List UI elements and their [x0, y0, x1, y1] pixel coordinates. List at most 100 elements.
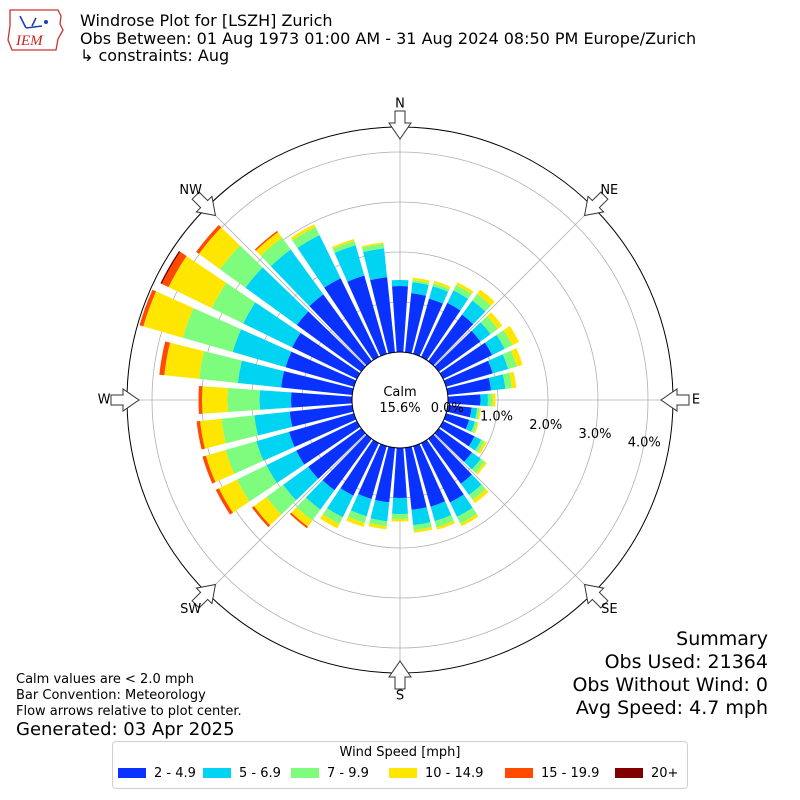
bar-segment-320-bin4	[255, 232, 283, 256]
legend-swatch	[118, 768, 146, 778]
legend-item: 7 - 9.9	[291, 766, 369, 782]
bar-segment-300-bin2	[243, 302, 301, 348]
bar-segment-120-bin2	[468, 436, 482, 451]
bar-segment-180-bin1	[393, 447, 407, 498]
direction-label-nw: NW	[179, 183, 202, 198]
radial-tick-label: 4.0%	[628, 436, 661, 451]
direction-label-ne: NE	[600, 183, 618, 198]
bar-segment-90-bin3	[487, 393, 493, 407]
bar-segment-280-bin3	[199, 351, 242, 383]
bar-segment-180-bin2	[392, 497, 408, 514]
summary-title: Summary	[676, 628, 768, 650]
bar-segment-240-bin3	[236, 465, 277, 502]
bar-segment-200-bin3	[347, 510, 367, 524]
bar-segment-290-bin1	[285, 351, 357, 387]
bar-segment-40-bin1	[428, 314, 474, 366]
bar-segment-300-bin5	[161, 251, 187, 288]
bar-segment-300-bin1	[292, 332, 361, 379]
direction-label-se: SE	[601, 602, 617, 617]
bar-segment-190-bin2	[370, 499, 390, 522]
legend-label: 10 - 14.9	[425, 766, 484, 781]
bar-segment-50-bin4	[487, 312, 503, 329]
bar-segment-150-bin4	[460, 513, 479, 527]
bar-segment-340-bin3	[332, 240, 356, 253]
bar-segment-220-bin4	[291, 507, 313, 527]
bar-segment-30-bin2	[447, 290, 469, 311]
bar-segment-100-bin1	[446, 405, 472, 418]
bar-segment-10-bin2	[411, 282, 429, 296]
bar-segment-300-bin4	[168, 256, 227, 309]
bar-segment-290-bin2	[232, 329, 292, 368]
flow-arrows-note: Flow arrows relative to plot center.	[16, 704, 242, 719]
bar-segment-240-bin2	[266, 450, 305, 484]
bar-segment-320-bin3	[260, 237, 291, 267]
chart-title: Windrose Plot for [LSZH] Zurich	[80, 11, 333, 30]
bar-segment-60-bin3	[496, 330, 513, 349]
radial-tick-label: 1.0%	[480, 410, 513, 425]
bar-segment-120-bin4	[477, 441, 487, 454]
bar-segment-320-bin1	[309, 294, 372, 366]
flow-arrow-se-icon	[583, 583, 609, 609]
legend-swatch	[505, 768, 533, 778]
bar-segment-210-bin3	[322, 508, 343, 525]
bar-segment-350-bin3	[362, 243, 385, 253]
bar-segment-220-bin5	[289, 512, 309, 529]
bar-segment-10-bin3	[412, 280, 430, 286]
bar-segment-280-bin4	[164, 342, 205, 379]
bar-segment-230-bin1	[308, 428, 366, 479]
direction-label-s: S	[396, 689, 404, 704]
bar-segment-350-bin1	[370, 277, 395, 354]
bar-segment-260-bin5	[196, 421, 205, 450]
bar-segment-250-bin2	[256, 431, 295, 461]
bar-segment-280-bin5	[159, 341, 171, 376]
bar-segment-250-bin4	[205, 450, 235, 483]
bar-segment-200-bin2	[350, 494, 372, 517]
legend-label: 5 - 6.9	[239, 766, 281, 781]
bar-segment-80-bin2	[488, 374, 506, 391]
flow-arrow-w-icon	[110, 388, 140, 412]
bar-segment-220-bin2	[305, 480, 335, 510]
bar-segment-90-bin1	[447, 394, 481, 406]
direction-label-sw: SW	[180, 602, 201, 617]
bar-segment-320-bin2	[270, 249, 324, 307]
bar-segment-70-bin4	[510, 348, 523, 367]
bar-segment-230-bin4	[253, 496, 282, 526]
chart-period: Obs Between: 01 Aug 1973 01:00 AM - 31 A…	[80, 29, 697, 48]
flow-arrow-ne-icon	[583, 191, 609, 217]
bar-segment-60-bin1	[439, 342, 493, 379]
bar-segment-300-bin6	[160, 250, 181, 284]
bar-segment-130-bin2	[464, 452, 481, 470]
legend-item: 20+	[615, 766, 678, 782]
bar-segment-80-bin4	[509, 371, 517, 389]
bar-segment-170-bin2	[411, 507, 431, 526]
iem-logo: IEM	[7, 9, 64, 51]
calm-circle	[351, 351, 449, 449]
bar-segment-170-bin1	[405, 446, 427, 510]
legend-label: 15 - 19.9	[541, 766, 600, 781]
bar-segment-270-bin4	[202, 386, 228, 414]
bar-segment-120-bin1	[439, 421, 475, 447]
direction-label-n: N	[395, 97, 405, 112]
bar-segment-140-bin4	[472, 488, 489, 504]
bar-segment-270-bin1	[291, 392, 353, 408]
bar-segment-250-bin3	[225, 441, 264, 474]
bar-segment-240-bin4	[218, 479, 250, 513]
radial-tick-label: 3.0%	[578, 427, 611, 442]
bar-segment-120-bin3	[475, 439, 485, 453]
flow-arrow-e-icon	[660, 388, 690, 412]
bar-segment-210-bin4	[320, 514, 340, 529]
legend-swatch	[389, 768, 417, 778]
bar-segment-320-bin5	[254, 230, 279, 251]
bar-segment-270-bin3	[227, 387, 260, 413]
bar-segment-340-bin4	[331, 238, 355, 249]
bar-segment-200-bin4	[346, 516, 365, 527]
flow-arrow-n-icon	[388, 110, 412, 140]
bar-segment-110-bin4	[473, 422, 479, 434]
bar-segment-110-bin1	[443, 413, 470, 430]
flow-arrow-s-icon	[388, 660, 412, 690]
bar-segment-190-bin4	[368, 523, 387, 530]
bar-segment-140-bin2	[460, 474, 482, 496]
bar-segment-10-bin1	[405, 293, 427, 354]
bar-segment-30-bin4	[456, 282, 474, 294]
